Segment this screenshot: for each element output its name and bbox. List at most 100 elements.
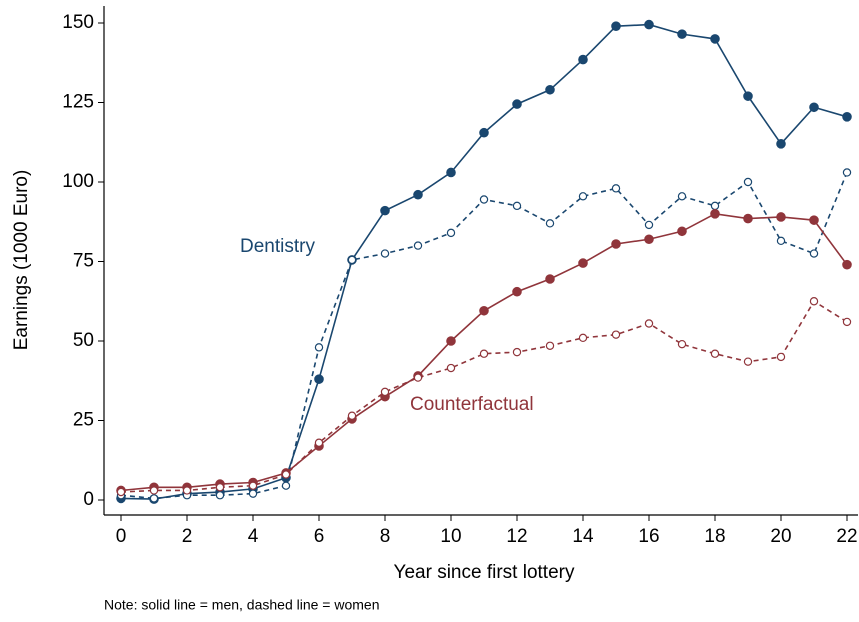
data-point (479, 305, 489, 316)
data-point (149, 494, 159, 503)
data-point (677, 192, 687, 201)
data-point (776, 236, 786, 246)
data-point (578, 333, 588, 343)
data-point (776, 212, 786, 222)
data-point (710, 201, 720, 211)
y-tick-label: 25 (73, 410, 94, 431)
data-point (842, 259, 852, 270)
x-tick-label: 22 (836, 526, 857, 547)
data-point (314, 343, 324, 352)
data-point (380, 205, 390, 216)
data-point (578, 192, 588, 201)
annotation: Dentistry (240, 236, 315, 257)
data-point (347, 255, 357, 265)
y-tick-label: 0 (83, 489, 94, 510)
data-point (776, 352, 786, 362)
x-tick-label: 14 (572, 526, 594, 547)
data-point (644, 319, 654, 328)
data-point (743, 357, 753, 366)
data-point (281, 481, 291, 490)
data-point (611, 21, 621, 31)
series-line (120, 300, 848, 493)
y-tick-label: 50 (73, 330, 94, 351)
data-point (116, 487, 126, 497)
data-point (611, 330, 621, 339)
y-tick-label: 150 (62, 12, 94, 33)
y-tick-label: 75 (73, 251, 94, 272)
data-point (413, 189, 423, 200)
x-tick-label: 12 (506, 526, 527, 547)
y-tick-label: 125 (62, 92, 94, 113)
data-point (809, 102, 819, 113)
data-point (446, 228, 456, 238)
x-tick-label: 2 (182, 526, 193, 547)
data-point (446, 167, 456, 178)
data-point (182, 486, 192, 495)
data-point (677, 339, 687, 349)
x-tick-label: 18 (704, 526, 725, 547)
data-point (809, 215, 819, 225)
data-point (743, 177, 753, 187)
data-point (248, 489, 258, 498)
data-point (413, 373, 423, 382)
data-point (446, 363, 456, 373)
data-point (545, 219, 555, 228)
data-point (611, 239, 621, 249)
data-point (809, 249, 819, 258)
data-point (281, 470, 291, 479)
data-point (512, 201, 522, 211)
data-point (413, 241, 423, 250)
data-point (446, 336, 456, 346)
data-point (611, 184, 621, 193)
data-point (545, 341, 555, 350)
series-line (120, 23, 848, 500)
x-tick-label: 10 (440, 526, 461, 547)
x-tick-label: 16 (638, 526, 659, 547)
data-point (644, 220, 654, 230)
data-point (380, 249, 390, 258)
data-point (644, 234, 654, 245)
data-point (314, 438, 324, 447)
x-tick-label: 4 (248, 526, 259, 547)
x-tick-label: 8 (380, 526, 391, 547)
data-point (842, 112, 852, 122)
data-point (578, 54, 588, 65)
data-point (644, 19, 654, 30)
y-axis-title: Earnings (1000 Euro) (11, 170, 32, 351)
y-tick-label: 100 (62, 171, 94, 192)
data-point (215, 491, 225, 500)
data-point (512, 99, 522, 109)
data-point (479, 349, 489, 358)
data-point (677, 226, 687, 237)
x-axis-title: Year since first lottery (394, 562, 575, 583)
series-line (120, 172, 848, 500)
data-point (248, 481, 258, 490)
data-point (215, 483, 225, 492)
data-point (710, 349, 720, 358)
data-point (545, 274, 555, 284)
x-tick-label: 6 (314, 526, 325, 547)
data-point (380, 387, 390, 397)
data-point (842, 317, 852, 327)
data-point (512, 347, 522, 357)
data-point (842, 168, 852, 177)
note: Note: solid line = men, dashed line = wo… (104, 597, 380, 613)
data-point (743, 213, 753, 224)
data-point (479, 195, 489, 204)
data-point (347, 411, 357, 420)
data-point (578, 258, 588, 268)
data-point (479, 127, 489, 138)
data-point (677, 29, 687, 39)
annotation: Counterfactual (410, 394, 534, 415)
data-point (710, 209, 720, 219)
data-point (149, 486, 159, 495)
data-point (512, 286, 522, 297)
data-point (809, 297, 819, 306)
data-point (743, 91, 753, 101)
x-tick-label: 20 (770, 526, 791, 547)
data-point (314, 374, 324, 384)
data-point (776, 139, 786, 149)
data-point (710, 34, 720, 44)
data-point (545, 84, 555, 95)
